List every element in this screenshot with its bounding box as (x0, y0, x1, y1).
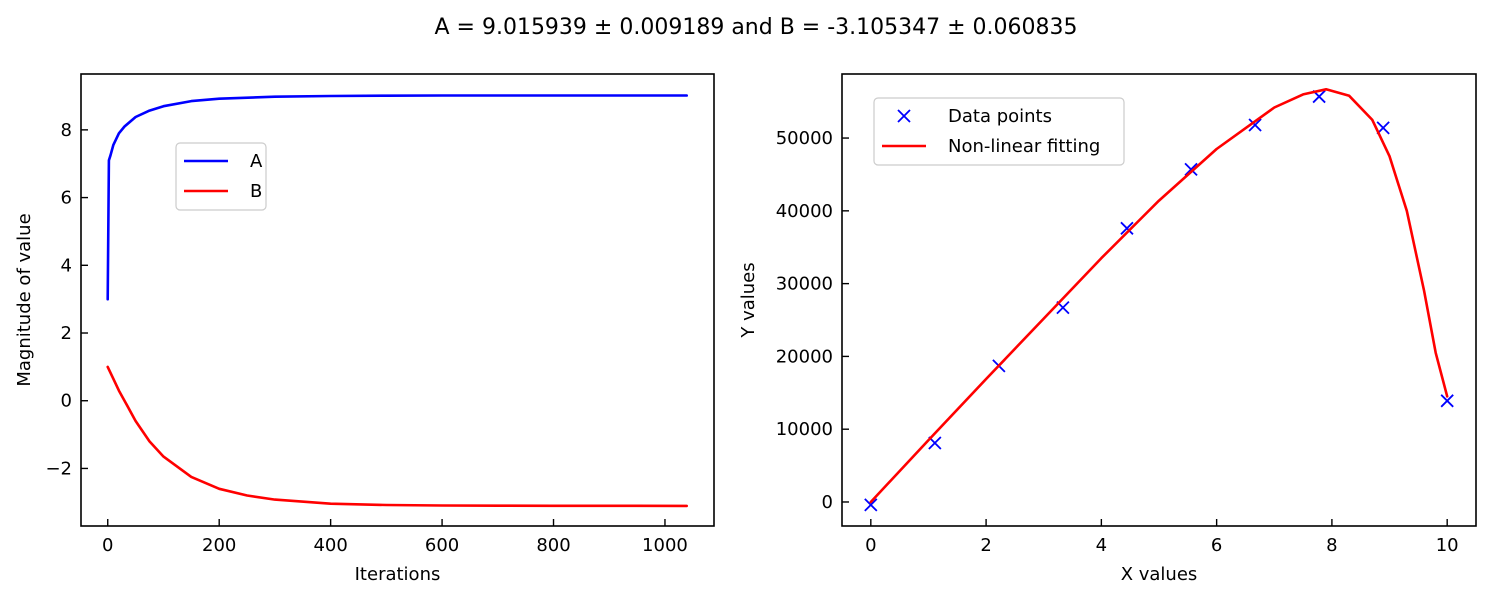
data-point-marker (1248, 118, 1262, 132)
series-line-2 (869, 88, 1449, 504)
data-point-marker (864, 498, 878, 512)
figure-suptitle: A = 9.015939 ± 0.009189 and B = -3.10534… (434, 15, 1077, 40)
x-tick-label: 400 (313, 535, 347, 556)
legend: AB (175, 142, 267, 211)
y-tick-label: 0 (61, 391, 72, 412)
legend-box (873, 97, 1125, 166)
y-tick-label: 6 (61, 188, 72, 209)
chart-parameter-convergence: 0 200 400 600 800 1000 −2 0 2 4 6 8 Iterations Magnit… (14, 73, 715, 585)
x-axis-label: X values (1121, 564, 1198, 585)
y-tick-label: −2 (45, 458, 72, 479)
y-tick-label: 0 (822, 492, 833, 513)
axes-frame (80, 73, 715, 527)
y-tick-label: 20000 (776, 346, 833, 367)
x-tick-label: 0 (102, 535, 113, 556)
x-tick-label: 6 (1211, 535, 1222, 556)
x-tick-label: 200 (202, 535, 236, 556)
x-tick-label: 2 (980, 535, 991, 556)
axes-frame (841, 73, 1477, 527)
y-tick-label: 40000 (776, 201, 833, 222)
data-point-marker (1440, 394, 1454, 408)
legend-label: B (250, 181, 262, 202)
x-tick-label: 8 (1326, 535, 1337, 556)
y-tick-label: 10000 (776, 419, 833, 440)
legend: Data points Non-linear fitting (873, 97, 1125, 166)
legend-marker (897, 109, 911, 123)
legend-label: Non-linear fitting (948, 136, 1100, 157)
y-tick-label: 50000 (776, 128, 833, 149)
y-tick-label: 8 (61, 120, 72, 141)
legend-label: Data points (948, 106, 1052, 127)
series-line-2 (106, 365, 689, 508)
x-tick-label: 0 (865, 535, 876, 556)
y-tick-label: 2 (61, 323, 72, 344)
x-tick-label: 600 (425, 535, 459, 556)
x-tick-label: 1000 (642, 535, 688, 556)
chart-nonlinear-fit: 0 2 4 6 8 10 0 10000 20000 30000 40000 50000 X value… (738, 73, 1477, 585)
series-line-1 (106, 94, 689, 301)
y-tick-label: 4 (61, 255, 72, 276)
x-tick-label: 800 (536, 535, 570, 556)
x-tick-label: 10 (1436, 535, 1459, 556)
y-axis-label: Magnitude of value (14, 213, 35, 386)
y-axis-label: Y values (738, 262, 759, 338)
data-point-marker (1120, 221, 1134, 235)
x-axis-label: Iterations (355, 564, 441, 585)
x-tick-label: 4 (1096, 535, 1107, 556)
data-point-marker (1184, 162, 1198, 176)
y-tick-label: 30000 (776, 274, 833, 295)
legend-label: A (250, 151, 263, 172)
